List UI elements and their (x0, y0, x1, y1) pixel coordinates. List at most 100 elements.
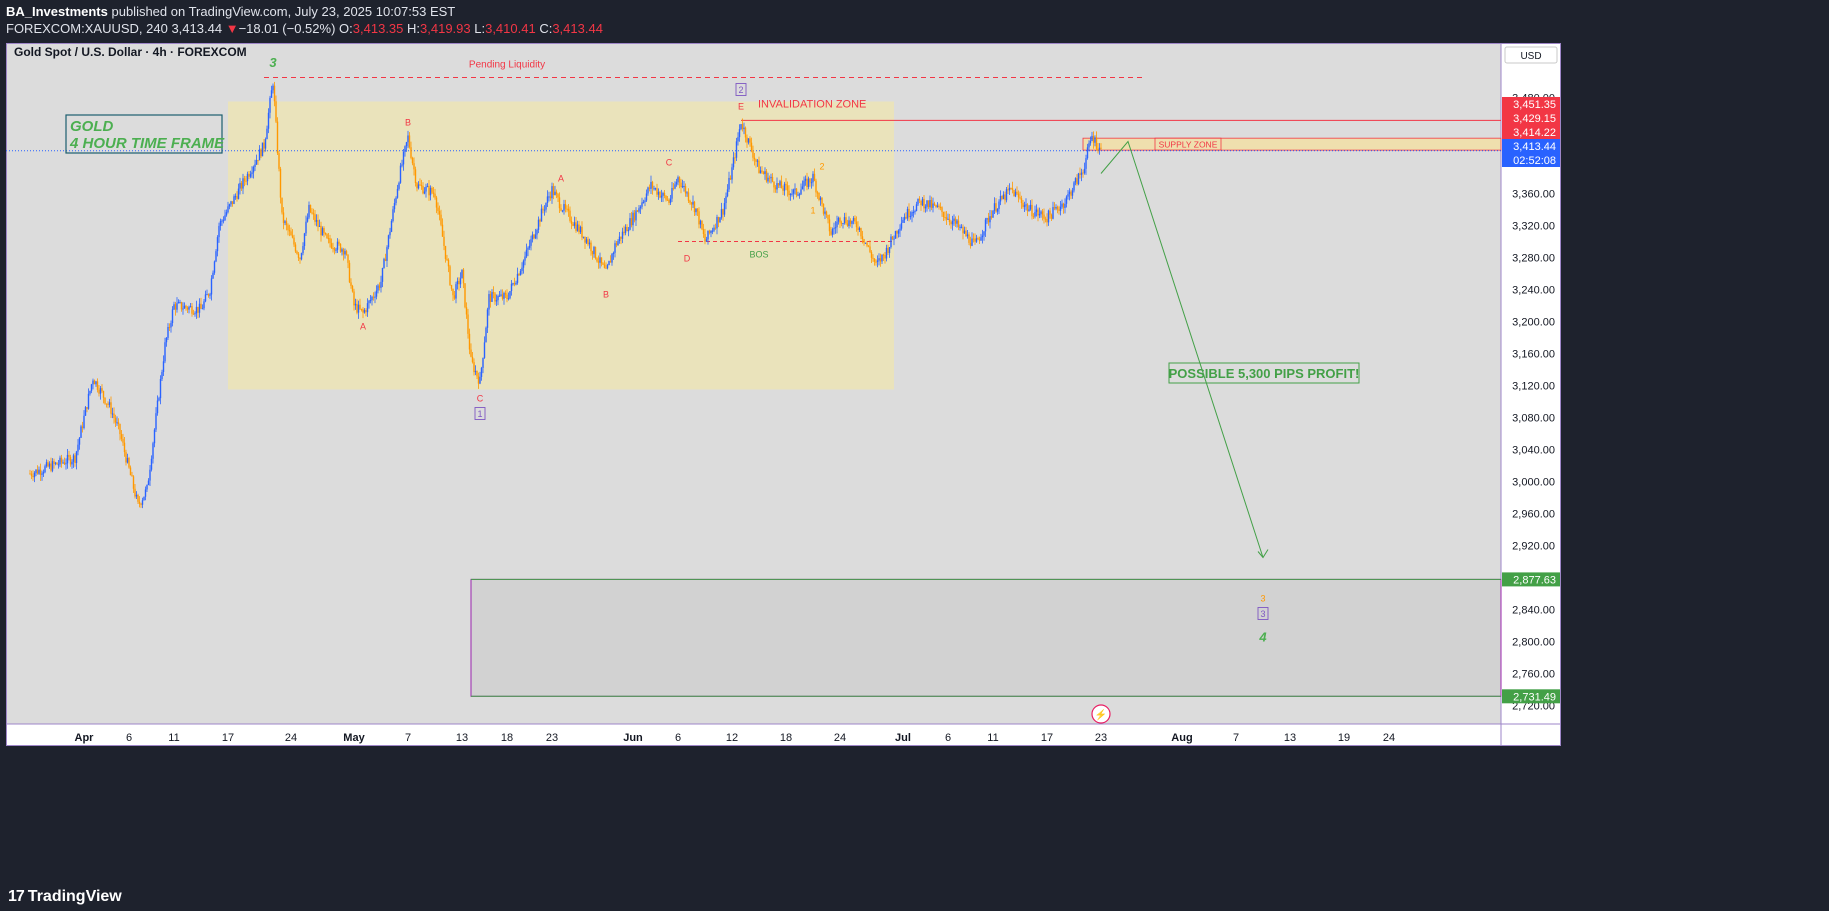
candle-body-582 (902, 219, 904, 223)
candle-body-656 (1013, 189, 1015, 197)
candle-body-411 (645, 193, 648, 201)
time-axis[interactable] (6, 724, 1501, 746)
target-zone-box (470, 578, 1502, 697)
price-tag-2 (1502, 125, 1560, 139)
tradingview-logo[interactable]: 17 TradingView (8, 888, 122, 906)
candle-body-367 (579, 226, 582, 233)
candle-body-368 (581, 226, 583, 238)
candle-body-110 (194, 313, 196, 315)
candle-body-323 (513, 283, 516, 285)
candle-body-563 (873, 258, 876, 262)
candle-body-101 (180, 302, 183, 310)
candle-body-560 (869, 246, 871, 253)
wave-label-14: 3 (1260, 609, 1265, 619)
y-tick-label-0: 2,720.00 (1512, 701, 1555, 713)
candle-body-243 (393, 203, 396, 210)
candle-body-167 (279, 168, 282, 198)
candle-body-527 (819, 197, 822, 200)
candle-body-250 (404, 146, 406, 153)
candle-body-108 (191, 306, 193, 314)
candle-body-177 (294, 244, 297, 252)
candle-body-479 (747, 138, 750, 143)
candle-body-468 (731, 167, 733, 180)
candle-body-640 (989, 216, 991, 223)
candle-body-692 (1067, 194, 1069, 197)
candle-body-591 (915, 204, 918, 211)
candle-body-585 (906, 208, 909, 219)
symbol-name: FOREXCOM:XAUUSD, 240 (6, 21, 168, 36)
candle-body-448 (701, 220, 703, 230)
candle-body-420 (659, 191, 661, 198)
candle-body-182 (302, 246, 304, 254)
candle-body-317 (504, 292, 507, 295)
candle-body-138 (236, 196, 238, 199)
candle-body-48 (101, 388, 103, 392)
candle-body-525 (816, 192, 819, 194)
candle-body-440 (689, 200, 691, 203)
candle-body-453 (708, 230, 711, 234)
candle-body-63 (123, 442, 126, 453)
publisher-name[interactable]: BA_Investments (6, 4, 108, 19)
candle-body-330 (524, 256, 526, 261)
candle-body-22 (62, 462, 64, 464)
candle-body-62 (122, 438, 124, 443)
wave-label-15: 4 (1258, 630, 1267, 645)
candle-body-149 (252, 166, 255, 173)
candle-body-358 (566, 208, 568, 210)
candle-body-246 (398, 182, 400, 189)
candle-body-714 (1100, 147, 1102, 149)
candle-body-252 (407, 135, 409, 143)
wave-label-box-14 (1257, 607, 1269, 620)
candle-body-568 (881, 254, 883, 262)
candle-body-675 (1041, 211, 1044, 215)
candle-body-152 (257, 159, 259, 161)
candle-body-398 (626, 226, 628, 232)
flash-icon (1091, 704, 1111, 724)
y-tick-label-8: 3,040.00 (1512, 445, 1555, 457)
currency-button[interactable]: USD (1504, 46, 1558, 64)
candle-body-506 (788, 190, 790, 196)
candle-body-139 (237, 188, 240, 199)
candle-body-164 (275, 101, 277, 122)
candle-body-579 (897, 230, 900, 234)
candle-body-677 (1044, 218, 1047, 220)
candle-body-517 (804, 178, 807, 181)
candle-body-70 (134, 488, 136, 497)
wave-label-13: 3 (1260, 594, 1265, 604)
candle-body-127 (219, 220, 222, 226)
candle-body-289 (462, 269, 465, 284)
candle-body-408 (641, 202, 643, 207)
candle-body-300 (479, 376, 481, 384)
candle-body-618 (956, 220, 958, 224)
candle-body-223 (363, 310, 366, 313)
candle-body-552 (857, 227, 859, 231)
candle-body-350 (554, 191, 556, 195)
candle-body-312 (497, 296, 499, 301)
candle-body-263 (423, 191, 426, 194)
candle-body-348 (551, 186, 553, 199)
candle-body-383 (603, 264, 606, 268)
candle-body-90 (164, 342, 166, 362)
candle-body-321 (510, 283, 513, 292)
y-tick-label-7: 3,000.00 (1512, 477, 1555, 489)
candle-body-478 (746, 137, 748, 143)
candle-body-669 (1032, 216, 1035, 218)
candle-body-117 (204, 294, 207, 302)
candle-body-415 (651, 181, 654, 189)
candle-body-571 (885, 247, 888, 259)
candle-body-55 (111, 413, 114, 415)
candle-body-413 (648, 187, 651, 189)
candle-body-532 (827, 214, 829, 220)
profit-box (1168, 362, 1360, 384)
candle-body-387 (609, 261, 612, 263)
candle-body-125 (216, 237, 219, 252)
candle-body-466 (728, 177, 730, 190)
candle-body-474 (740, 124, 742, 130)
chart-container[interactable]: Gold Spot / U.S. Dollar · 4h · FOREXCOM … (6, 43, 1823, 883)
candle-body-78 (146, 485, 148, 490)
price-chart[interactable]: Gold Spot / U.S. Dollar · 4h · FOREXCOM … (6, 43, 1823, 883)
candle-body-589 (912, 211, 915, 213)
brand-name: TradingView (27, 888, 122, 905)
candle-body-286 (458, 280, 460, 285)
candle-body-681 (1050, 214, 1053, 219)
